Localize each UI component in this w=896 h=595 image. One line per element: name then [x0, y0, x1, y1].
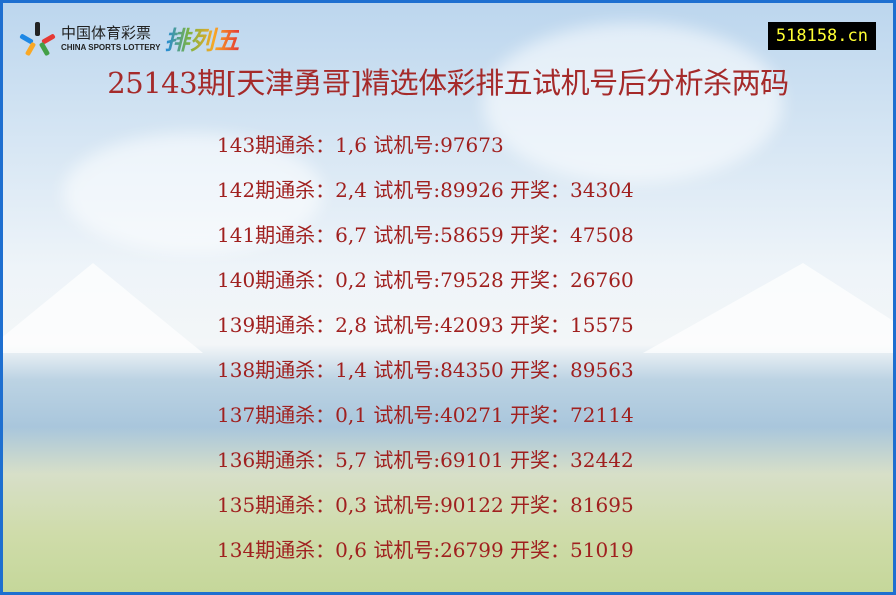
list-item: 140期通杀：0,2 试机号:79528 开奖：26760 [217, 268, 634, 292]
lottery-star-icon [19, 22, 56, 57]
site-badge: 518158.cn [767, 22, 876, 50]
page-title: 25143期[天津勇哥]精选体彩排五试机号后分析杀两码 [107, 66, 789, 100]
mountain-decoration [3, 263, 203, 353]
list-item: 138期通杀：1,4 试机号:84350 开奖：89563 [217, 358, 634, 382]
list-item: 134期通杀：0,6 试机号:26799 开奖：51019 [217, 538, 634, 562]
list-item: 143期通杀：1,6 试机号:97673 [217, 133, 504, 157]
mountain-decoration [643, 263, 893, 353]
logo-en-text: CHINA SPORTS LOTTERY [61, 43, 161, 52]
cloud-decoration [483, 23, 783, 183]
china-sports-lottery-logo: 中国体育彩票 CHINA SPORTS LOTTERY 排列五 [19, 21, 239, 57]
list-item: 139期通杀：2,8 试机号:42093 开奖：15575 [217, 313, 634, 337]
list-item: 135期通杀：0,3 试机号:90122 开奖：81695 [217, 493, 634, 517]
list-item: 136期通杀：5,7 试机号:69101 开奖：32442 [217, 448, 634, 472]
logo-game-name: 排列五 [164, 21, 239, 57]
logo-cn-text: 中国体育彩票 [61, 24, 152, 42]
list-item: 137期通杀：0,1 试机号:40271 开奖：72114 [217, 403, 634, 427]
cloud-decoration [63, 133, 323, 253]
history-list: 143期通杀：1,6 试机号:97673 142期通杀：2,4 试机号:8992… [217, 131, 634, 581]
list-item: 142期通杀：2,4 试机号:89926 开奖：34304 [217, 178, 634, 202]
list-item: 141期通杀：6,7 试机号:58659 开奖：47508 [217, 223, 634, 247]
